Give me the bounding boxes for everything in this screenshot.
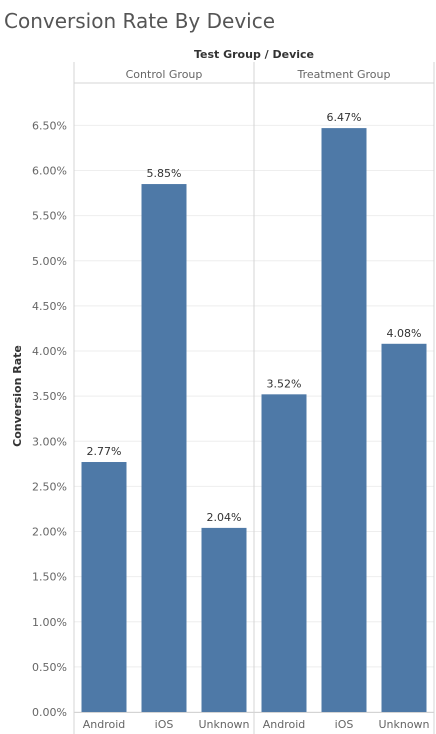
bar-value-label: 3.52% — [267, 377, 302, 390]
bar — [201, 527, 247, 712]
column-header: Test Group / Device — [194, 48, 314, 61]
bar-value-label: 2.04% — [207, 511, 242, 524]
bar — [321, 128, 367, 712]
bar-value-label: 4.08% — [387, 327, 422, 340]
chart-title: Conversion Rate By Device — [4, 9, 275, 33]
group-headers: Control Group Treatment Group — [126, 68, 391, 81]
bar-value-label: 2.77% — [87, 445, 122, 458]
y-tick-label: 6.00% — [32, 165, 67, 178]
y-tick-label: 3.50% — [32, 390, 67, 403]
bar — [81, 462, 127, 712]
bar-value-label: 6.47% — [327, 111, 362, 124]
y-tick-label: 1.50% — [32, 571, 67, 584]
bar-value-label: 5.85% — [147, 167, 182, 180]
y-tick-label: 5.50% — [32, 210, 67, 223]
y-tick-label: 3.00% — [32, 435, 67, 448]
x-axis-categories: Android iOS Unknown Android iOS Unknown — [83, 718, 430, 731]
x-category-label: Unknown — [198, 718, 249, 731]
y-tick-label: 6.50% — [32, 119, 67, 132]
bars — [81, 128, 427, 713]
x-category-label: Android — [263, 718, 306, 731]
group-header: Control Group — [126, 68, 203, 81]
x-category-label: iOS — [335, 718, 354, 731]
y-tick-label: 0.50% — [32, 661, 67, 674]
y-tick-label: 4.50% — [32, 300, 67, 313]
y-tick-label: 1.00% — [32, 616, 67, 629]
bar — [261, 394, 307, 712]
y-axis-label: Conversion Rate — [11, 345, 24, 447]
y-tick-label: 5.00% — [32, 255, 67, 268]
y-tick-label: 0.00% — [32, 706, 67, 719]
group-header: Treatment Group — [297, 68, 391, 81]
x-category-label: Unknown — [378, 718, 429, 731]
y-tick-label: 4.00% — [32, 345, 67, 358]
x-category-label: Android — [83, 718, 126, 731]
bar — [381, 343, 427, 712]
y-tick-label: 2.50% — [32, 480, 67, 493]
x-category-label: iOS — [155, 718, 174, 731]
y-tick-label: 2.00% — [32, 526, 67, 539]
bar — [141, 184, 187, 713]
panel-frame — [73, 62, 435, 734]
bar-labels: 2.77% 5.85% 2.04% 3.52% 6.47% 4.08% — [87, 111, 422, 524]
y-axis-ticks: 0.00% 0.50% 1.00% 1.50% 2.00% 2.50% 3.00% 3.50%… — [32, 119, 67, 719]
